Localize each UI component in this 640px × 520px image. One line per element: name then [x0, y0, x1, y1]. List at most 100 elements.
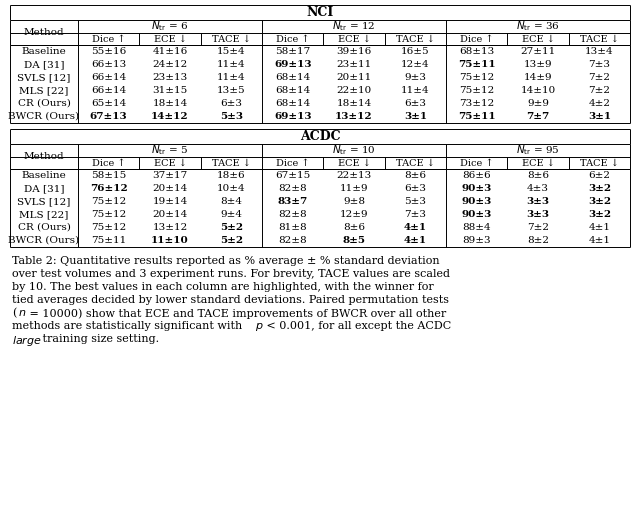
- Text: 68±14: 68±14: [275, 86, 310, 95]
- Text: ECE ↓: ECE ↓: [337, 159, 371, 167]
- Text: 75±11: 75±11: [458, 112, 495, 121]
- Text: Baseline: Baseline: [22, 47, 67, 56]
- Text: 69±13: 69±13: [274, 60, 312, 69]
- Text: SVLS [12]: SVLS [12]: [17, 73, 70, 82]
- Text: 12±9: 12±9: [340, 210, 368, 219]
- Text: 10±4: 10±4: [217, 184, 246, 193]
- Text: 75±12: 75±12: [91, 197, 126, 206]
- Text: 18±14: 18±14: [152, 99, 188, 108]
- Text: 67±15: 67±15: [275, 171, 310, 180]
- Text: TACE ↓: TACE ↓: [212, 34, 251, 44]
- Text: Dice ↑: Dice ↑: [276, 159, 309, 167]
- Text: 24±12: 24±12: [152, 60, 188, 69]
- Text: 82±8: 82±8: [278, 236, 307, 245]
- Text: Method: Method: [24, 28, 64, 37]
- Text: 9±4: 9±4: [220, 210, 243, 219]
- Text: 13±12: 13±12: [152, 223, 188, 232]
- Text: 7±2: 7±2: [588, 86, 611, 95]
- Text: $n$: $n$: [17, 308, 26, 318]
- Text: 90±3: 90±3: [461, 210, 492, 219]
- Text: methods are statistically significant with: methods are statistically significant wi…: [12, 321, 246, 331]
- Text: 55±16: 55±16: [91, 47, 126, 56]
- Text: 5±2: 5±2: [220, 223, 243, 232]
- Text: 13±5: 13±5: [217, 86, 246, 95]
- Text: 3±1: 3±1: [404, 112, 427, 121]
- Text: 7±7: 7±7: [526, 112, 550, 121]
- Text: $N_{\mathrm{tr}}$ = 36: $N_{\mathrm{tr}}$ = 36: [516, 20, 560, 33]
- Text: 11±9: 11±9: [340, 184, 368, 193]
- Text: 7±2: 7±2: [588, 73, 611, 82]
- Text: 5±3: 5±3: [220, 112, 243, 121]
- Text: 16±5: 16±5: [401, 47, 429, 56]
- Text: $p$: $p$: [255, 321, 264, 333]
- Text: TACE ↓: TACE ↓: [580, 159, 619, 167]
- Text: 76±12: 76±12: [90, 184, 127, 193]
- Text: 41±16: 41±16: [152, 47, 188, 56]
- Text: 6±3: 6±3: [404, 99, 426, 108]
- Text: 4±2: 4±2: [588, 99, 611, 108]
- Text: DA [31]: DA [31]: [24, 60, 64, 69]
- Text: tied averages decided by lower standard deviations. Paired permutation tests: tied averages decided by lower standard …: [12, 295, 449, 305]
- Text: Dice ↑: Dice ↑: [92, 34, 125, 44]
- Text: ECE ↓: ECE ↓: [522, 34, 554, 44]
- Text: 8±6: 8±6: [404, 171, 426, 180]
- Text: 8±6: 8±6: [343, 223, 365, 232]
- Text: BWCR (Ours): BWCR (Ours): [8, 112, 79, 121]
- Text: 9±9: 9±9: [527, 99, 549, 108]
- Text: (: (: [12, 308, 17, 318]
- Text: NCI: NCI: [307, 6, 333, 19]
- Text: 88±4: 88±4: [462, 223, 491, 232]
- Text: ECE ↓: ECE ↓: [522, 159, 554, 167]
- Text: 3±2: 3±2: [588, 197, 611, 206]
- Text: 20±11: 20±11: [337, 73, 372, 82]
- Text: 14±12: 14±12: [151, 112, 189, 121]
- Text: 6±3: 6±3: [220, 99, 243, 108]
- Text: 7±3: 7±3: [404, 210, 426, 219]
- Text: 83±7: 83±7: [278, 197, 308, 206]
- Text: 11±10: 11±10: [151, 236, 189, 245]
- Text: 14±9: 14±9: [524, 73, 552, 82]
- Text: 39±16: 39±16: [337, 47, 372, 56]
- Text: 8±6: 8±6: [527, 171, 549, 180]
- Text: 4±1: 4±1: [588, 223, 611, 232]
- Text: 7±3: 7±3: [588, 60, 611, 69]
- Text: CR (Ours): CR (Ours): [17, 223, 70, 232]
- Text: 66±13: 66±13: [91, 60, 126, 69]
- Text: 20±14: 20±14: [152, 210, 188, 219]
- Text: 18±6: 18±6: [217, 171, 246, 180]
- Text: over test volumes and 3 experiment runs. For brevity, TACE values are scaled: over test volumes and 3 experiment runs.…: [12, 269, 450, 279]
- Text: Dice ↑: Dice ↑: [460, 159, 493, 167]
- Text: 9±8: 9±8: [343, 197, 365, 206]
- Text: 67±13: 67±13: [90, 112, 127, 121]
- Text: 58±15: 58±15: [91, 171, 126, 180]
- Text: by 10. The best values in each column are highlighted, with the winner for: by 10. The best values in each column ar…: [12, 282, 434, 292]
- Text: 75±11: 75±11: [458, 60, 495, 69]
- Text: 4±3: 4±3: [527, 184, 549, 193]
- Text: 14±10: 14±10: [520, 86, 556, 95]
- Text: 3±2: 3±2: [588, 210, 611, 219]
- Text: 68±14: 68±14: [275, 73, 310, 82]
- Text: 18±14: 18±14: [337, 99, 372, 108]
- Text: 13±9: 13±9: [524, 60, 552, 69]
- Text: TACE ↓: TACE ↓: [580, 34, 619, 44]
- Text: 11±4: 11±4: [401, 86, 429, 95]
- Text: 69±13: 69±13: [274, 112, 312, 121]
- Text: Table 2: Quantitative results reported as % average ± % standard deviation: Table 2: Quantitative results reported a…: [12, 256, 440, 266]
- Text: TACE ↓: TACE ↓: [212, 159, 251, 167]
- Text: TACE ↓: TACE ↓: [396, 159, 435, 167]
- Text: $N_{\mathrm{tr}}$ = 6: $N_{\mathrm{tr}}$ = 6: [152, 20, 189, 33]
- Text: training size setting.: training size setting.: [39, 334, 159, 344]
- Text: $N_{\mathrm{tr}}$ = 10: $N_{\mathrm{tr}}$ = 10: [332, 144, 376, 158]
- Text: 65±14: 65±14: [91, 99, 126, 108]
- Text: Dice ↑: Dice ↑: [92, 159, 125, 167]
- Text: 13±4: 13±4: [585, 47, 614, 56]
- Text: 22±13: 22±13: [337, 171, 372, 180]
- Text: < 0.001, for all except the ACDC: < 0.001, for all except the ACDC: [263, 321, 451, 331]
- Text: 75±12: 75±12: [459, 73, 494, 82]
- Text: 75±12: 75±12: [91, 210, 126, 219]
- Text: 11±4: 11±4: [217, 73, 246, 82]
- Text: 12±4: 12±4: [401, 60, 429, 69]
- Text: 23±13: 23±13: [152, 73, 188, 82]
- Text: 73±12: 73±12: [459, 99, 494, 108]
- Text: 68±13: 68±13: [459, 47, 494, 56]
